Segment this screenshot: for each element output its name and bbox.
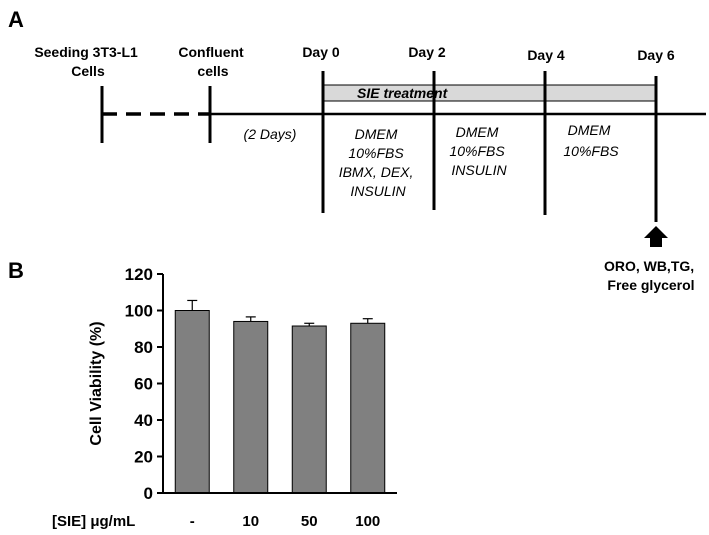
bar bbox=[174, 310, 210, 494]
stage-label-confluent: Confluent cells bbox=[178, 44, 247, 79]
x-tick-label: 100 bbox=[355, 513, 380, 530]
media-label-day0: DMEM 10%FBS IBMX, DEX, INSULIN bbox=[339, 126, 418, 199]
assay-label: ORO, WB,TG, Free glycerol bbox=[604, 258, 698, 293]
x-axis-label: [SIE] μg/mL bbox=[52, 513, 135, 530]
y-axis-label: Cell Viability (%) bbox=[88, 321, 105, 445]
y-tick-label: 80 bbox=[134, 338, 153, 357]
treatment-label: SIE treatment bbox=[357, 85, 449, 101]
stage-label-day4: Day 4 bbox=[527, 47, 565, 63]
x-tick-label: - bbox=[190, 513, 195, 530]
stage-label-day6: Day 6 bbox=[637, 47, 675, 63]
y-tick-label: 0 bbox=[144, 484, 153, 503]
panel-b-letter: B bbox=[8, 258, 24, 283]
x-axis-tick-labels: - 10 50 100 bbox=[190, 513, 381, 530]
timeline-diagram: SIE treatment Seeding 3T3-L1 Cells Confl… bbox=[34, 44, 706, 293]
bar bbox=[350, 322, 386, 494]
x-tick-label: 10 bbox=[242, 513, 259, 530]
y-tick-label: 100 bbox=[125, 302, 153, 321]
stage-label-day2: Day 2 bbox=[408, 44, 446, 60]
y-axis-ticks: 0 20 40 60 80 100 120 bbox=[125, 265, 163, 503]
x-tick-label: 50 bbox=[301, 513, 318, 530]
viability-bar-chart: 0 20 40 60 80 100 120 - 10 50 100 Cell Viability … bbox=[52, 265, 397, 530]
media-label-day2: DMEM 10%FBS INSULIN bbox=[449, 124, 508, 178]
arrow-up-icon bbox=[644, 226, 668, 247]
media-label-day4: DMEM 10%FBS bbox=[563, 122, 619, 159]
y-tick-label: 40 bbox=[134, 411, 153, 430]
stage-label-day0: Day 0 bbox=[302, 44, 340, 60]
y-tick-label: 120 bbox=[125, 265, 153, 284]
y-tick-label: 20 bbox=[134, 448, 153, 467]
bar bbox=[233, 320, 269, 494]
y-tick-label: 60 bbox=[134, 375, 153, 394]
bars bbox=[174, 299, 386, 494]
panel-a-letter: A bbox=[8, 7, 24, 32]
bar bbox=[291, 325, 327, 494]
stage-label-seeding: Seeding 3T3-L1 Cells bbox=[34, 44, 141, 79]
gap-label: (2 Days) bbox=[244, 126, 297, 142]
